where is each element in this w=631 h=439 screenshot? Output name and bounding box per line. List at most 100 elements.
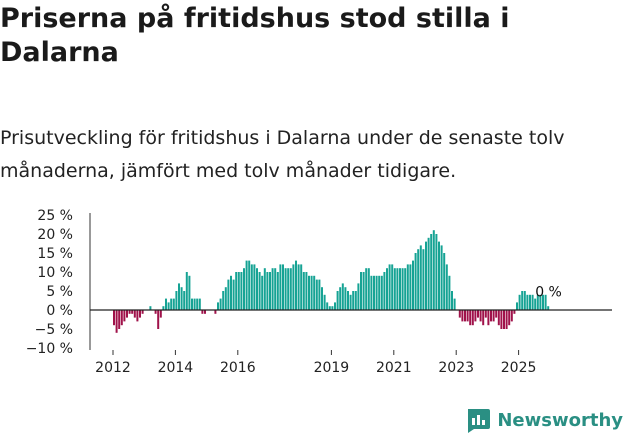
chart-bar bbox=[315, 279, 318, 310]
x-tick-label: 2014 bbox=[158, 360, 194, 375]
chart-bar bbox=[167, 302, 170, 310]
chart-bar bbox=[227, 279, 230, 310]
chart-bar bbox=[261, 275, 264, 310]
chart-bar bbox=[409, 264, 412, 310]
chart-bar bbox=[149, 306, 152, 310]
chart-bar bbox=[380, 275, 383, 310]
chart-bar bbox=[284, 268, 287, 310]
chart-bar bbox=[300, 264, 303, 310]
chart-bar bbox=[513, 310, 516, 314]
chart-bar bbox=[188, 275, 191, 310]
chart-bar bbox=[274, 268, 277, 310]
chart-bar bbox=[360, 272, 362, 310]
chart-bar bbox=[313, 275, 316, 310]
chart-bar bbox=[159, 310, 162, 318]
chart-bar bbox=[157, 310, 160, 329]
chart-bar bbox=[269, 272, 271, 310]
x-tick-label: 2016 bbox=[220, 360, 256, 375]
chart-bar bbox=[375, 275, 378, 310]
chart-bar bbox=[469, 310, 472, 326]
chart-bar bbox=[505, 310, 508, 329]
chart-bar bbox=[201, 310, 204, 314]
chart-bar bbox=[118, 310, 121, 329]
chart-bar bbox=[412, 260, 414, 310]
chart-bar bbox=[440, 245, 443, 310]
chart-bar bbox=[432, 230, 435, 310]
chart-bar bbox=[287, 268, 290, 310]
chart-bar bbox=[362, 272, 365, 310]
chart-bar bbox=[451, 291, 453, 310]
chart-bar bbox=[266, 272, 269, 310]
chart-bar bbox=[391, 264, 394, 310]
chart-bar bbox=[518, 294, 521, 310]
chart-bar bbox=[310, 275, 313, 310]
chart-bar bbox=[406, 264, 409, 310]
chart-bar bbox=[471, 310, 474, 326]
chart-bar bbox=[297, 264, 300, 310]
chart-bar bbox=[430, 234, 433, 310]
chart-bar bbox=[370, 275, 373, 310]
chart-bar bbox=[367, 268, 370, 310]
chart-title: Priserna på fritidshus stod stilla i Dal… bbox=[0, 3, 510, 68]
chart-bar bbox=[120, 310, 123, 326]
chart-bar bbox=[399, 268, 401, 310]
chart-bar bbox=[115, 310, 118, 333]
chart-bar bbox=[474, 310, 477, 322]
x-tick-label: 2012 bbox=[95, 360, 131, 375]
chart-bar bbox=[393, 268, 396, 310]
chart-bar bbox=[464, 310, 466, 322]
chart-bar bbox=[495, 310, 498, 318]
chart-bar bbox=[139, 310, 141, 318]
chart-bar bbox=[482, 310, 485, 326]
chart-bar bbox=[243, 268, 245, 310]
chart-bar bbox=[534, 298, 537, 310]
chart-bar bbox=[248, 260, 251, 310]
chart-bar bbox=[224, 287, 227, 310]
chart-bar bbox=[154, 310, 157, 314]
chart-bar bbox=[547, 306, 550, 310]
chart-bar bbox=[492, 310, 495, 322]
chart-bar bbox=[128, 310, 131, 314]
chart-bar bbox=[113, 310, 115, 326]
chart-bar bbox=[323, 294, 326, 310]
y-tick-label: 0 % bbox=[46, 303, 73, 319]
chart-subtitle: Prisutveckling för fritidshus i Dalarna … bbox=[0, 127, 565, 182]
chart-bar bbox=[193, 298, 196, 310]
chart-bar bbox=[396, 268, 399, 310]
chart-bar bbox=[326, 302, 329, 310]
chart-bar bbox=[258, 272, 261, 310]
chart-bar bbox=[445, 264, 448, 310]
chart-bar bbox=[508, 310, 511, 326]
chart-bar bbox=[232, 279, 235, 310]
chart-bar bbox=[222, 291, 225, 310]
chart-bar bbox=[136, 310, 139, 322]
chart-bar bbox=[180, 287, 183, 310]
chart-bar bbox=[271, 268, 274, 310]
chart-bar bbox=[378, 275, 381, 310]
chart-bar bbox=[344, 287, 347, 310]
chart-bar bbox=[217, 302, 219, 310]
chart-bar bbox=[539, 294, 542, 310]
y-tick-label: −5 % bbox=[35, 322, 73, 338]
chart-bar bbox=[487, 310, 490, 326]
chart-bar bbox=[196, 298, 199, 310]
chart-bar bbox=[458, 310, 461, 318]
y-tick-label: 20 % bbox=[37, 227, 73, 243]
chart-bar bbox=[349, 294, 352, 310]
x-tick-label: 2021 bbox=[376, 360, 412, 375]
chart-bar bbox=[185, 272, 188, 310]
chart-bar bbox=[162, 306, 165, 310]
newsworthy-logo-icon bbox=[468, 409, 491, 433]
chart-bar bbox=[383, 272, 386, 310]
chart-bar bbox=[263, 268, 266, 310]
chart-bar bbox=[318, 279, 321, 310]
chart-bar bbox=[526, 294, 529, 310]
y-tick-label: 15 % bbox=[37, 246, 73, 262]
x-tick-label: 2025 bbox=[501, 360, 537, 375]
x-tick-label: 2019 bbox=[314, 360, 350, 375]
chart-bar bbox=[523, 291, 526, 310]
chart-bar bbox=[219, 298, 222, 310]
chart-bar bbox=[357, 283, 360, 310]
chart-bar bbox=[334, 302, 336, 310]
chart-bar bbox=[477, 310, 479, 318]
